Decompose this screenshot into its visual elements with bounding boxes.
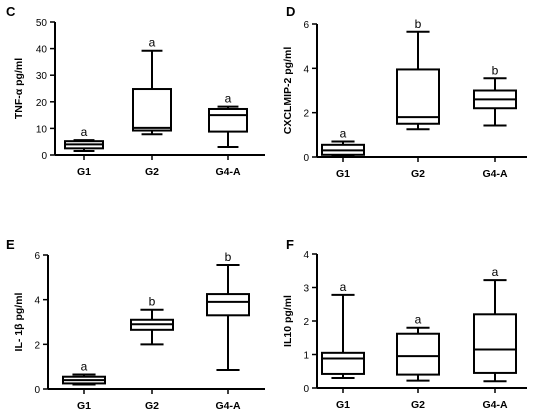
y-tick-label: 2 xyxy=(303,109,309,120)
significance-letter: a xyxy=(81,359,88,373)
x-tick-label: G2 xyxy=(411,399,425,411)
box-iqr xyxy=(321,351,365,375)
x-tick-label: G2 xyxy=(145,400,159,411)
box-iqr xyxy=(206,293,250,317)
x-tick-label: G1 xyxy=(77,166,91,178)
y-tick-label: 4 xyxy=(34,296,40,307)
x-tick-label: G2 xyxy=(411,168,425,180)
x-tick-label: G1 xyxy=(336,168,350,180)
significance-letter: b xyxy=(149,295,156,309)
significance-letter: b xyxy=(492,63,499,77)
box-iqr xyxy=(132,88,172,132)
x-tick-label: G1 xyxy=(336,399,350,411)
significance-letter: a xyxy=(415,313,422,327)
significance-letter: a xyxy=(149,36,156,50)
box-iqr xyxy=(396,332,440,376)
box-iqr xyxy=(473,313,517,374)
x-tick-label: G4-A xyxy=(215,166,241,178)
x-tick-label: G2 xyxy=(145,166,159,178)
x-tick-label: G4-A xyxy=(482,168,508,180)
y-tick-label: 0 xyxy=(41,151,47,162)
y-tick-label: 4 xyxy=(303,250,309,261)
panel-label: C xyxy=(6,4,16,19)
y-axis-title: IL10 pg/ml xyxy=(282,295,294,347)
y-tick-label: 10 xyxy=(36,124,48,135)
x-tick-label: G4-A xyxy=(215,400,241,411)
significance-letter: a xyxy=(340,280,347,294)
significance-letter: b xyxy=(415,17,422,31)
y-tick-label: 4 xyxy=(303,64,309,75)
x-tick-label: G4-A xyxy=(482,399,508,411)
panel-label: D xyxy=(286,4,295,19)
y-tick-label: 1 xyxy=(303,351,309,362)
y-axis-title: TNF-α pg/ml xyxy=(13,58,25,119)
y-axis-title: CXCLMIP-2 pg/ml xyxy=(282,47,294,135)
y-tick-label: 20 xyxy=(36,98,48,109)
panel-label: F xyxy=(286,237,294,252)
significance-letter: a xyxy=(492,265,499,279)
significance-letter: a xyxy=(81,125,88,139)
y-tick-label: 40 xyxy=(36,45,48,56)
y-tick-label: 50 xyxy=(36,18,48,29)
y-tick-label: 2 xyxy=(34,340,40,351)
y-axis-title: IL- 1β pg/ml xyxy=(13,292,25,351)
y-tick-label: 3 xyxy=(303,284,309,295)
box-iqr xyxy=(208,107,248,133)
significance-letter: a xyxy=(340,126,347,140)
y-tick-label: 0 xyxy=(34,385,40,396)
y-tick-label: 0 xyxy=(303,384,309,395)
panel-label: E xyxy=(6,237,15,252)
y-tick-label: 2 xyxy=(303,317,309,328)
y-tick-label: 6 xyxy=(34,251,40,262)
y-tick-label: 6 xyxy=(303,20,309,31)
box-iqr xyxy=(396,68,440,125)
significance-letter: a xyxy=(225,92,232,106)
significance-letter: b xyxy=(225,250,232,264)
y-tick-label: 30 xyxy=(36,71,48,82)
y-tick-label: 0 xyxy=(303,153,309,164)
x-tick-label: G1 xyxy=(77,400,91,411)
